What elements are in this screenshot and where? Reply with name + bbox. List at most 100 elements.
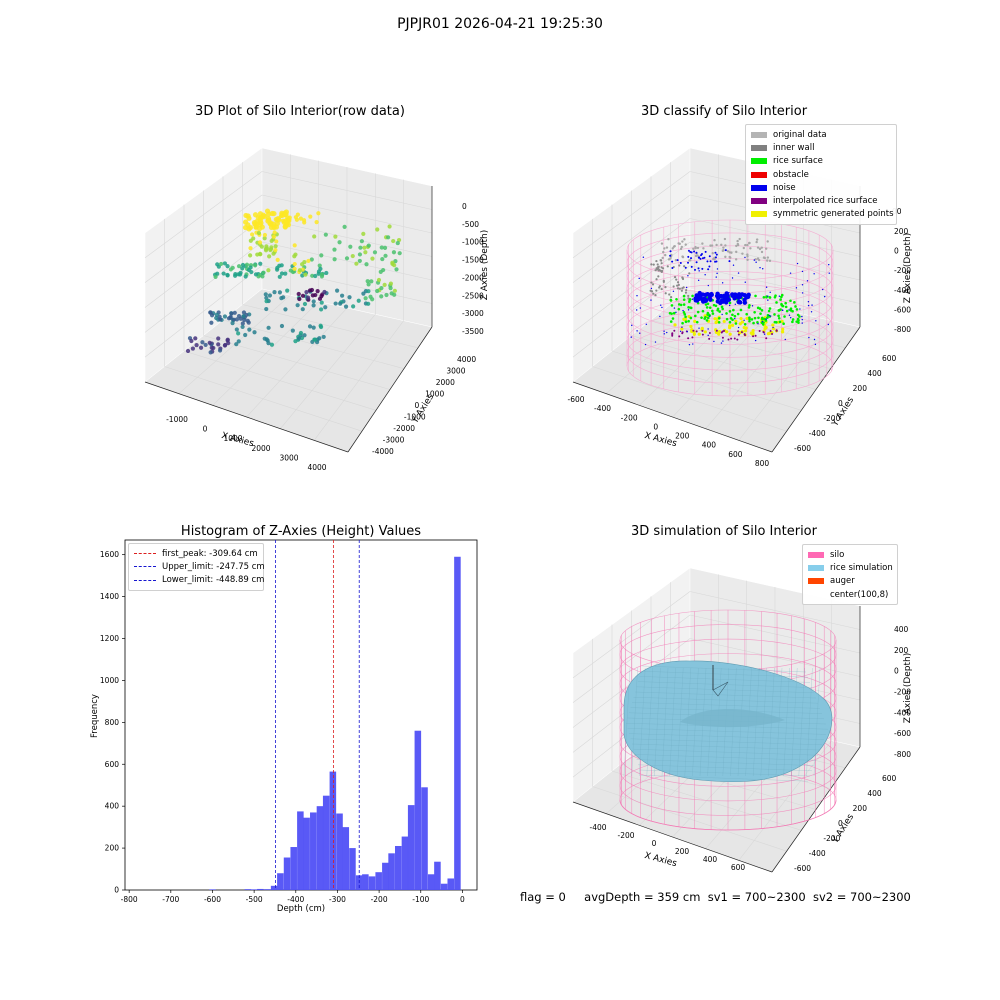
rice-surface-point [775,301,778,304]
rice-surface-point [670,304,674,307]
original-data-point [688,259,691,262]
noise-point [707,268,710,271]
noise-point [661,306,663,309]
noise-point [759,267,761,269]
legend-entry: Lower_limit: -448.89 cm [134,574,264,587]
rice-surface-point [731,313,734,317]
data-point [260,274,265,279]
rice-surface-point [689,306,692,309]
raw-zlabel: Z Axies (Depth) [480,230,490,301]
noise-point [693,268,696,271]
noise-point [690,257,693,260]
classify-legend: original data inner wall rice surface obsta… [745,124,897,226]
noise-point [687,255,690,258]
original-data-point [768,259,772,263]
rice-surface-point [762,295,766,299]
data-point [323,305,328,310]
x-axis-line [144,381,349,453]
data-point [247,224,254,231]
noise-point [813,338,816,341]
data-point [268,247,273,253]
y-tick-label: 2000 [436,378,455,387]
data-point [228,314,233,320]
data-point [307,324,313,329]
original-data-point [720,243,723,247]
data-point [222,261,228,266]
x-tick-label: 600 [728,450,743,459]
data-point [234,317,240,322]
legend-label: Lower_limit: -448.89 cm [162,575,265,586]
surface-mesh-line [636,686,815,693]
original-data-point [736,242,740,246]
original-data-point [734,258,738,261]
data-point [370,256,375,261]
sv1-text: sv1 = 700~2300 [707,890,806,904]
legend-entry: interpolated rice surface [751,194,891,207]
original-data-point [701,242,704,245]
classify-ylabel: Y Axies [830,395,856,429]
rice-surface-point [728,301,732,305]
legend-label: interpolated rice surface [773,196,878,207]
data-point [215,262,220,267]
legend-label: inner wall [773,142,815,153]
data-point [264,295,269,301]
inner-wall-point [675,278,678,281]
rice-surface-point [681,321,684,325]
y-tick-label: 600 [882,774,897,783]
symmetric-point [763,327,767,331]
noise-point [767,299,769,301]
inner-wall-point [681,276,684,279]
original-data-point [667,258,671,261]
noise-point [687,261,690,264]
z-tick-label: -400 [894,708,911,717]
noise-point [753,259,756,261]
inner-wall-point [654,269,657,272]
y-tick-label: 4000 [457,355,476,364]
noise-point [693,250,696,253]
rice-surface-point [721,307,725,311]
histogram-bar [209,889,216,890]
noise-point [692,343,694,345]
z-tick-label: -600 [894,305,911,314]
data-point [300,307,305,312]
simulation-legend: silo rice simulation auger center(100,8) [802,544,898,606]
legend-swatch [808,564,824,571]
data-point [354,261,359,266]
legend-label: original data [773,129,827,140]
noise-point [669,250,672,253]
data-point [240,266,245,271]
noise-point [709,291,714,297]
original-data-point [738,237,741,241]
data-point [247,327,252,332]
original-data-point [664,253,667,257]
simulation-ylabel: Y Axies [830,812,856,846]
symmetric-point [738,322,742,326]
data-point [243,212,249,219]
histogram-bar [427,874,435,890]
data-point [375,288,380,294]
data-point [297,296,302,302]
noise-point [639,332,641,334]
data-point [279,323,285,329]
data-point [295,303,300,308]
legend-swatch [751,158,767,165]
y-tick-label: 1000 [100,676,119,685]
data-point [388,281,393,286]
data-point [221,271,226,276]
data-point [248,253,253,258]
symmetric-point [715,317,719,321]
y-tick-label: -3000 [383,436,405,445]
classify-3d-plot: -600-400-2000200400600800-600-400-200020… [567,147,913,468]
surface-mesh-line [791,667,798,777]
data-point [245,318,250,323]
y-tick-label: 600 [882,354,897,363]
rice-surface-point [789,299,792,303]
data-point [379,294,384,299]
interpolated-point [740,331,743,334]
inner-wall-point [676,284,679,287]
rice-surface-point [695,320,699,324]
original-data-point [679,247,683,251]
surface-mesh-line [654,667,661,777]
noise-point [682,309,684,312]
data-point [283,307,288,312]
